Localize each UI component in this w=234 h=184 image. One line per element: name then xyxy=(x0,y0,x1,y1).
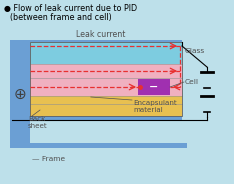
Text: ● Flow of leak current due to PID: ● Flow of leak current due to PID xyxy=(4,4,137,13)
Text: −: − xyxy=(149,82,159,92)
Text: (between frame and cell): (between frame and cell) xyxy=(10,13,112,22)
Text: Glass: Glass xyxy=(185,48,205,54)
Bar xyxy=(30,104,182,116)
Bar xyxy=(138,79,170,95)
Text: — Frame: — Frame xyxy=(32,156,65,162)
Bar xyxy=(10,40,182,47)
Bar xyxy=(10,40,30,148)
Bar xyxy=(30,42,182,116)
Bar xyxy=(10,143,187,148)
Text: ⊕: ⊕ xyxy=(14,86,26,102)
Bar xyxy=(10,112,182,120)
Text: Encapsulant
material: Encapsulant material xyxy=(133,100,177,113)
Bar xyxy=(30,96,182,104)
Text: Cell: Cell xyxy=(185,79,199,85)
Bar xyxy=(30,42,182,64)
Text: Back
sheet: Back sheet xyxy=(28,116,48,129)
Bar xyxy=(30,64,182,78)
Text: Leak current: Leak current xyxy=(76,30,126,39)
Bar xyxy=(30,78,182,96)
